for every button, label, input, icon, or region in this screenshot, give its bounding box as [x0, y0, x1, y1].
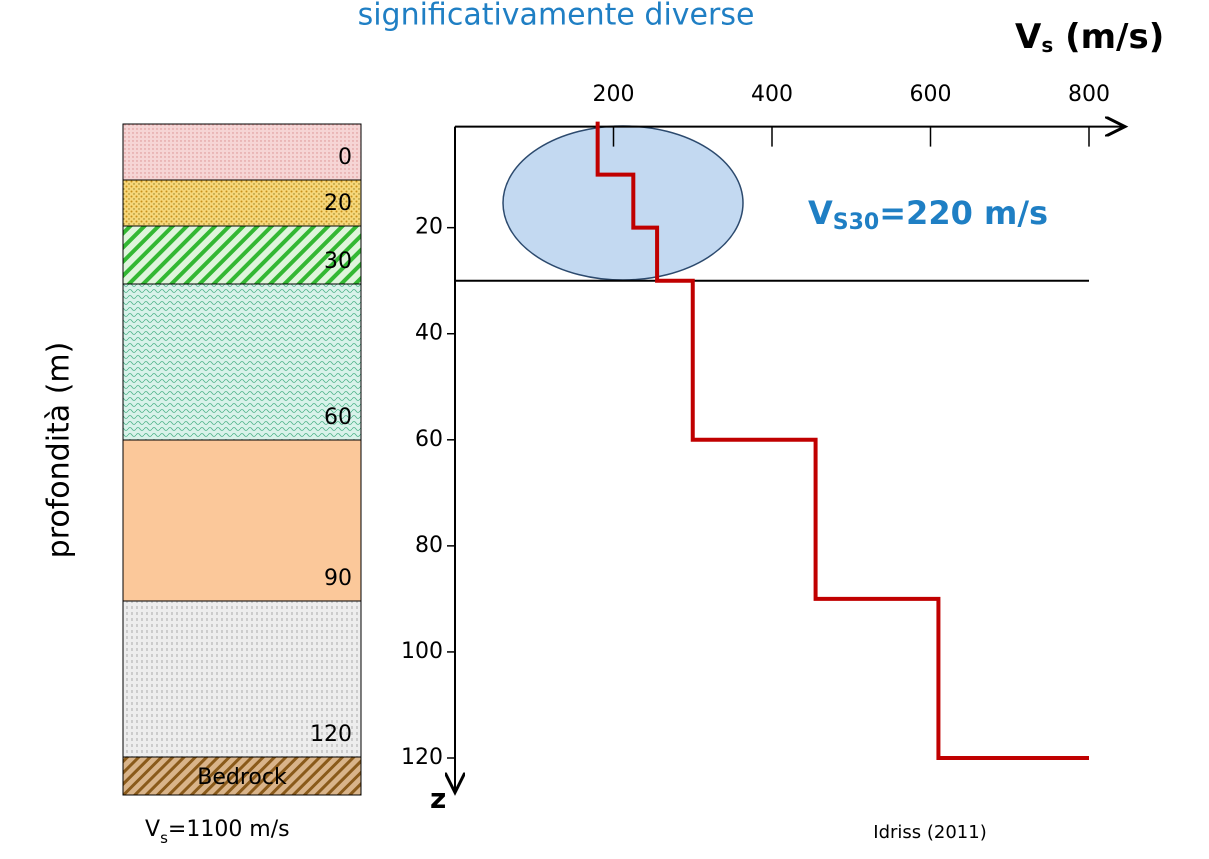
z-label: z [430, 782, 446, 815]
vs30-annotation-rest: =220 m/s [879, 194, 1048, 232]
bedrock-vs: Vs=1100 m/s [145, 817, 290, 847]
layer-label: 0 [338, 145, 352, 170]
layer-label: 120 [310, 722, 352, 747]
vs30-annotation-sub: S30 [833, 210, 879, 235]
y-tick-label: 40 [415, 321, 443, 346]
x-axis-label: Vs (m/s) [1015, 17, 1164, 57]
soil-pattern [122, 179, 362, 227]
source: Idriss (2011) [873, 822, 986, 843]
bedrock-vs-main: V [145, 817, 160, 842]
soil-pattern [122, 123, 362, 181]
soil-pattern [122, 225, 362, 285]
x-axis-label-sub: s [1041, 33, 1053, 57]
x-axis-label-rest: (m/s) [1053, 17, 1164, 57]
highlight [502, 125, 744, 281]
soil-pattern [122, 600, 362, 758]
layer-label: 30 [324, 249, 352, 274]
layer-label: Bedrock [197, 765, 287, 790]
x-axis-label-main: V [1015, 17, 1042, 57]
bedrock-vs-rest: =1100 m/s [168, 817, 290, 842]
x-tick-label: 200 [593, 82, 635, 107]
vs30-annotation: VS30=220 m/s [808, 194, 1048, 235]
y-tick-label: 60 [415, 427, 443, 452]
soil-pattern [122, 283, 362, 441]
y-tick-label: 120 [401, 745, 443, 770]
x-tick-label: 800 [1068, 82, 1110, 107]
chart-title: significativamente diverse [358, 0, 755, 33]
x-tick-label: 600 [910, 82, 952, 107]
y-tick-label: 100 [401, 639, 443, 664]
soil-pattern [122, 756, 362, 796]
x-tick-label: 400 [751, 82, 793, 107]
y-tick-label: 20 [415, 215, 443, 240]
y-axis-label: profondità (m) [42, 342, 77, 559]
vs-profile [595, 121, 1089, 760]
y-tick-label: 80 [415, 533, 443, 558]
bedrock-vs-sub: s [160, 829, 168, 847]
vs30-annotation-main: V [808, 194, 833, 232]
layer-label: 20 [324, 191, 352, 216]
layer-label: 60 [324, 405, 352, 430]
layer-label: 90 [324, 566, 352, 591]
